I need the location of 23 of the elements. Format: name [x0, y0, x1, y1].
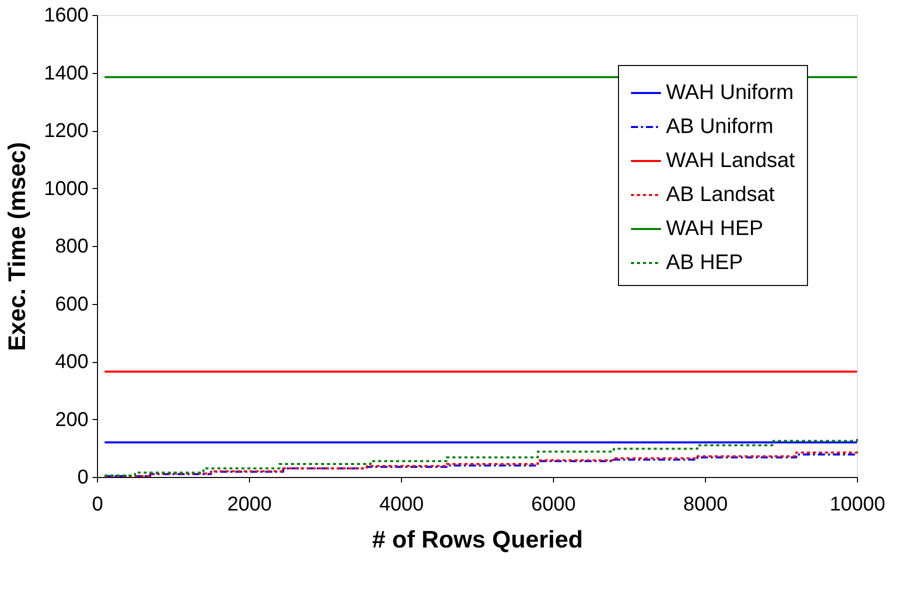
x-axis-title: # of Rows Queried	[372, 526, 583, 554]
legend-label: WAH Landsat	[666, 149, 795, 172]
x-tick-label: 0	[92, 494, 104, 516]
legend-label: WAH HEP	[666, 217, 764, 240]
y-tick-label: 1600	[44, 4, 88, 26]
y-tick-label: 0	[77, 466, 88, 488]
y-tick-label: 200	[55, 408, 88, 431]
x-tick-label: 4000	[379, 494, 424, 516]
legend-label: AB Uniform	[666, 115, 774, 138]
y-tick-label: 1200	[44, 120, 88, 142]
legend-label: AB HEP	[666, 251, 744, 274]
y-tick-label: 600	[55, 293, 88, 316]
x-tick-label: 8000	[683, 494, 728, 516]
legend-label: WAH Uniform	[666, 81, 794, 104]
y-tick-label: 1400	[44, 62, 88, 84]
x-tick-label: 10000	[830, 494, 886, 516]
y-axis-title: Exec. Time (msec)	[4, 142, 32, 352]
legend-label: AB Landsat	[666, 183, 775, 206]
y-tick-label: 400	[55, 351, 88, 373]
y-tick-label: 1000	[44, 178, 88, 200]
x-tick-label: 2000	[227, 494, 272, 516]
x-tick-label: 6000	[531, 494, 576, 516]
y-tick-label: 800	[55, 236, 88, 258]
